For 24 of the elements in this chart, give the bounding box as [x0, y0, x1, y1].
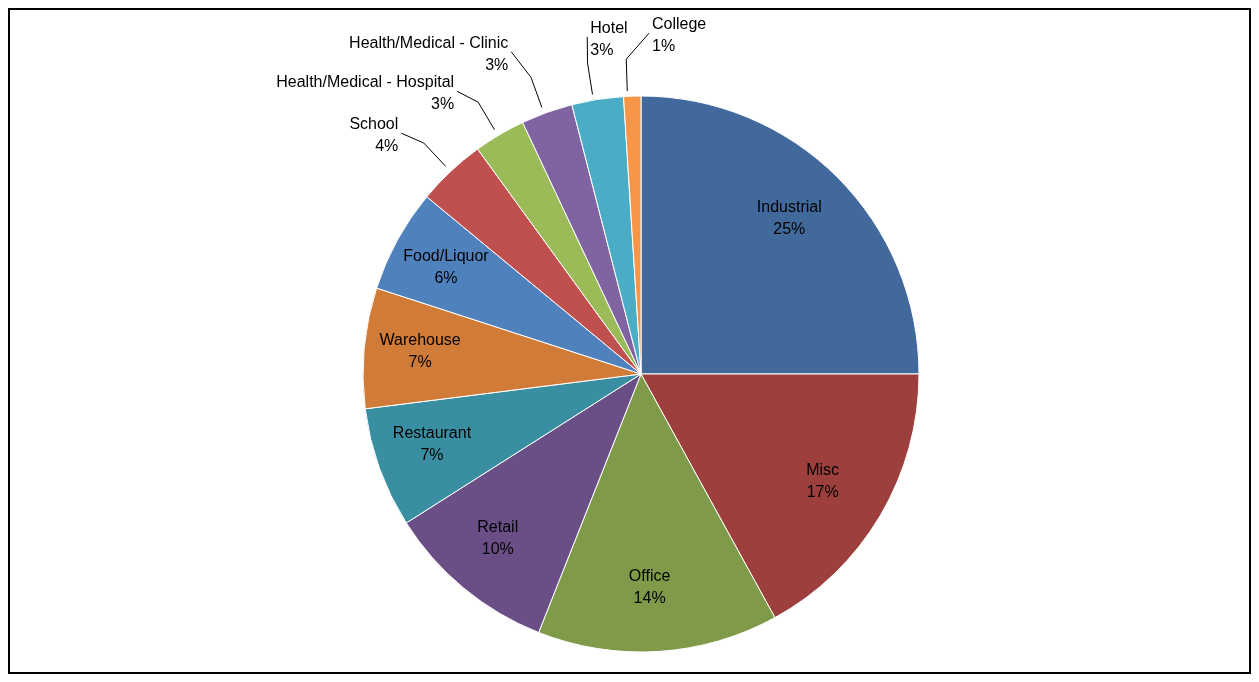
slice-label: Restaurant: [392, 424, 472, 442]
data-label: 17%: [806, 483, 839, 501]
slice-label: Health/Medical - Hospital: [276, 73, 455, 91]
slice-label: College: [652, 15, 707, 33]
slice-label: Health/Medical - Clinic: [349, 33, 509, 51]
slice-label: Office: [628, 567, 671, 585]
data-label: 4%: [375, 137, 399, 155]
data-label: 7%: [408, 352, 432, 370]
data-label: 14%: [633, 589, 666, 607]
data-label: 1%: [652, 37, 676, 55]
slice-label: Retail: [477, 518, 519, 536]
data-label: 25%: [773, 219, 806, 237]
data-label: 3%: [431, 95, 455, 113]
slice-label: School: [349, 115, 399, 133]
data-label: 7%: [420, 446, 444, 464]
data-label: 3%: [590, 40, 614, 58]
data-label: 6%: [434, 268, 458, 286]
slice-label: Hotel: [590, 18, 628, 36]
slice-label: Industrial: [756, 197, 822, 215]
slice-label: Food/Liquor: [403, 246, 490, 264]
data-label: 10%: [481, 540, 514, 558]
slice-label: Misc: [806, 461, 840, 479]
slice-label: Warehouse: [379, 330, 461, 348]
data-label: 3%: [485, 55, 509, 73]
